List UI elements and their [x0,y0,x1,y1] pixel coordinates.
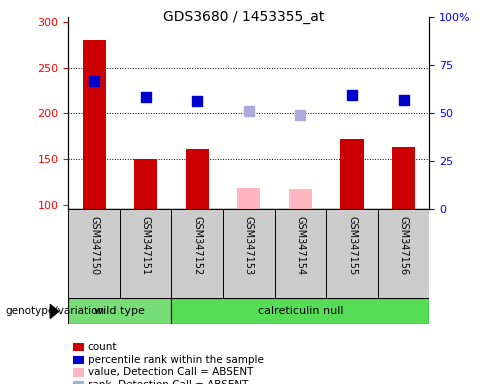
Text: GSM347150: GSM347150 [89,216,99,275]
Point [400,96,407,103]
Bar [120,209,171,298]
Bar [186,149,209,209]
Bar [237,188,261,209]
Text: GSM347152: GSM347152 [192,216,203,276]
Bar [289,189,312,209]
Bar [134,159,157,209]
Point [245,108,253,114]
Point [90,78,98,84]
Text: GDS3680 / 1453355_at: GDS3680 / 1453355_at [163,10,325,23]
Text: percentile rank within the sample: percentile rank within the sample [88,355,264,365]
Bar [171,298,429,324]
Point [193,98,201,104]
Bar [171,209,223,298]
Bar [68,298,171,324]
Bar [275,209,326,298]
Bar [82,40,106,209]
Text: rank, Detection Call = ABSENT: rank, Detection Call = ABSENT [88,380,248,384]
Text: GSM347156: GSM347156 [399,216,408,275]
Text: value, Detection Call = ABSENT: value, Detection Call = ABSENT [88,367,253,377]
Point [142,94,150,100]
Bar [223,209,275,298]
Text: GSM347151: GSM347151 [141,216,151,275]
Text: GSM347155: GSM347155 [347,216,357,276]
Bar [341,139,364,209]
Text: genotype/variation: genotype/variation [5,306,104,316]
Text: calreticulin null: calreticulin null [258,306,343,316]
Bar [378,209,429,298]
Polygon shape [50,305,59,318]
Bar [392,147,415,209]
Text: GSM347154: GSM347154 [295,216,305,275]
Bar [326,209,378,298]
Text: wild type: wild type [95,306,145,316]
Point [297,112,305,118]
Text: count: count [88,342,117,352]
Bar [68,209,120,298]
Text: GSM347153: GSM347153 [244,216,254,275]
Point [348,92,356,98]
